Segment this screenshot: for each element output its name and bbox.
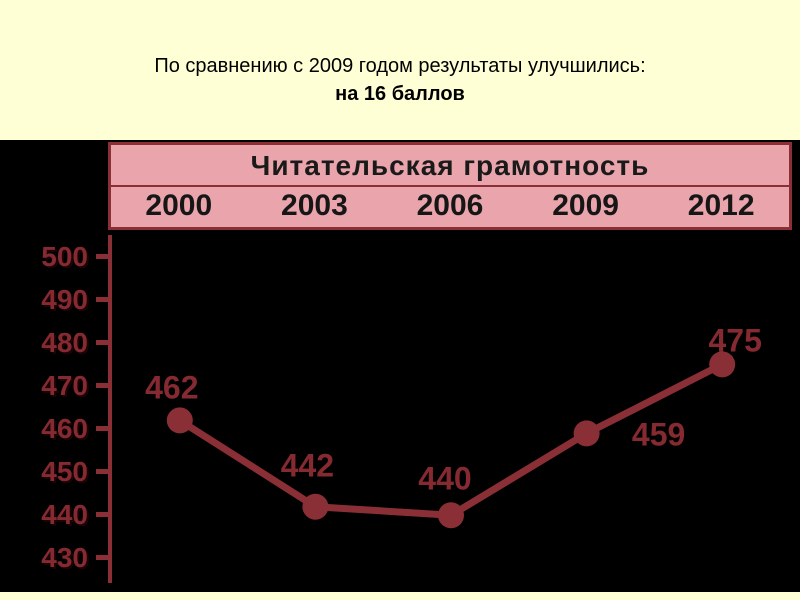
x-axis-label: 2003 [281,189,348,222]
y-axis-label: 450 [41,456,88,488]
data-label: 442 [281,448,334,484]
y-axis-tick [96,555,108,561]
caption: По сравнению с 2009 годом результаты улу… [0,52,800,108]
data-point [166,407,193,434]
y-axis-tick [96,426,108,432]
x-axis-labels: 2000 2003 2006 2009 2012 [111,187,789,227]
x-axis-label: 2000 [145,189,213,222]
y-axis-tick [96,469,108,475]
y-axis-label: 460 [41,413,88,445]
x-axis-label: 2006 [416,189,484,222]
y-axis-label: 440 [41,499,88,531]
chart-header: Читательская грамотность 2000 2003 2006 200… [108,142,792,230]
data-point [709,351,736,378]
y-axis-line [108,235,112,583]
data-point [438,502,464,529]
y-axis-tick [96,339,108,345]
data-point [573,420,600,447]
y-axis-label: 480 [41,326,88,358]
data-point [302,493,329,520]
y-axis-label: 500 [41,240,88,272]
y-axis-label: 470 [41,369,88,401]
chart-title: Читательская грамотность [111,145,789,187]
y-axis-tick [96,253,108,259]
x-axis-label: 2009 [552,189,619,222]
caption-line2: на 16 баллов [335,83,465,105]
data-label: 475 [709,322,762,358]
data-label: 462 [145,369,198,405]
data-label: 440 [418,460,471,496]
y-axis-label: 490 [41,283,88,315]
x-axis-label: 2012 [687,189,755,222]
y-axis-tick [96,382,108,388]
y-axis-label: 430 [41,542,88,574]
y-axis-tick [96,296,108,302]
caption-line1: По сравнению с 2009 годом результаты улу… [154,55,646,77]
plot-svg: 462 442 440 459 475 [145,322,762,529]
y-axis-tick [96,512,108,518]
chart-region: Читательская грамотность 2000 2003 2006 200… [0,140,800,592]
data-label: 459 [632,416,685,452]
